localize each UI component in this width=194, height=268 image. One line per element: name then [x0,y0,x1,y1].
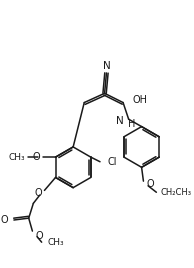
Text: CH₃: CH₃ [8,152,25,162]
Text: O: O [32,152,40,162]
Text: OH: OH [132,95,147,105]
Text: O: O [35,231,43,241]
Text: CH₂CH₃: CH₂CH₃ [160,188,191,197]
Text: N: N [116,116,124,126]
Text: Cl: Cl [107,157,117,167]
Text: O: O [1,215,8,225]
Text: N: N [103,61,111,72]
Text: H: H [128,119,135,129]
Text: O: O [34,188,42,198]
Text: CH₃: CH₃ [47,238,64,247]
Text: O: O [146,179,154,189]
